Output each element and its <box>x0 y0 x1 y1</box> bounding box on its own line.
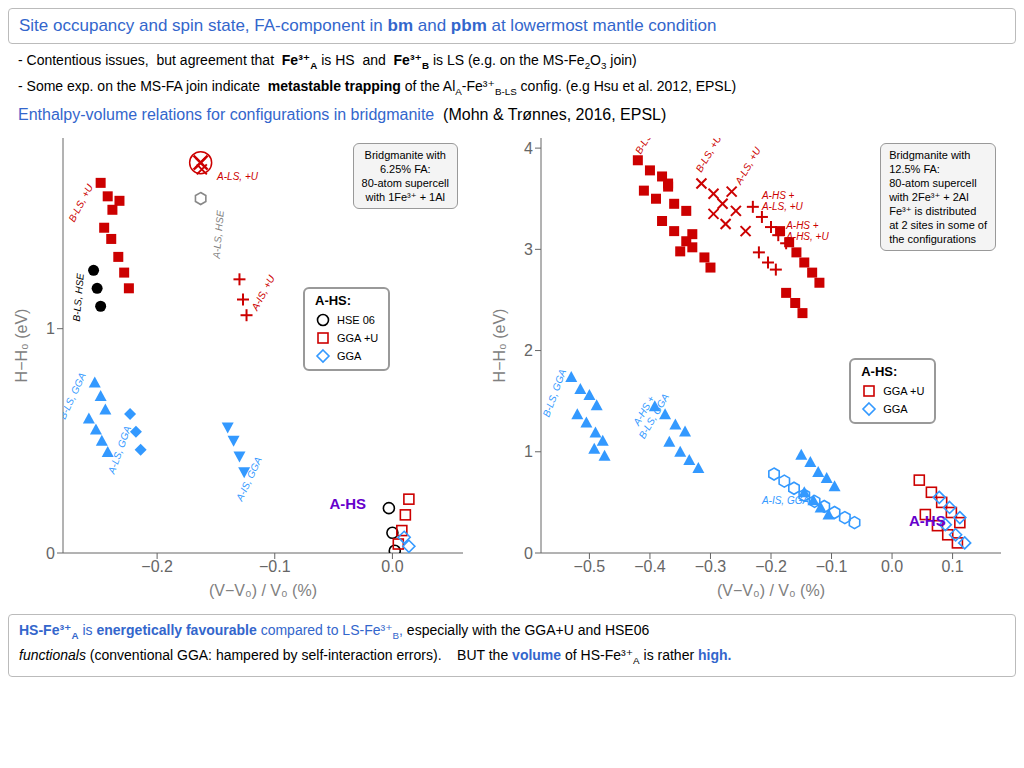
svg-text:B-LS, GGA: B-LS, GGA <box>63 370 88 420</box>
svg-text:B-LS, +U: B-LS, +U <box>694 138 724 174</box>
html-text:A-HS:: A-HS: <box>315 293 352 308</box>
svg-text:−0.2: −0.2 <box>141 558 173 575</box>
html-text:functionals (conventional GGA:: functionals (conventional GGA: hampered … <box>19 647 732 667</box>
svg-text:B-LS, GGA: B-LS, GGA <box>541 367 568 418</box>
svg-text:−0.5: −0.5 <box>574 558 606 575</box>
svg-text:B-LS, HSE: B-LS, HSE <box>71 272 86 321</box>
svg-text:A-IS, +U: A-IS, +U <box>249 272 277 312</box>
svg-text:A-HS +A-LS, +U: A-HS +A-LS, +U <box>761 189 804 212</box>
svg-text:−0.2: −0.2 <box>755 558 787 575</box>
svg-text:A-IS, GGA: A-IS, GGA <box>233 455 263 504</box>
svg-text:A-HS +B-LS, GGA: A-HS +B-LS, GGA <box>626 385 671 440</box>
svg-text:3: 3 <box>524 241 533 258</box>
svg-text:1: 1 <box>46 320 55 337</box>
svg-text:A-HS: A-HS <box>329 494 366 511</box>
html-text:GGA: GGA <box>337 350 362 362</box>
html-text:GGA +U: GGA +U <box>883 384 925 397</box>
html-text:Bridgmanite with 12.5% FA: 80-: Bridgmanite with 12.5% FA: 80-atom super… <box>889 148 987 245</box>
html-text:- Contentious issues, but agre: - Contentious issues, but agreement that… <box>18 52 637 71</box>
svg-text:B-LS, +U: B-LS, +U <box>66 181 95 223</box>
svg-text:(V−V₀) / V₀ (%): (V−V₀) / V₀ (%) <box>717 582 825 599</box>
svg-text:2: 2 <box>524 342 533 359</box>
html-text:Site occupancy and spin state,: Site occupancy and spin state, FA-compon… <box>19 16 717 35</box>
html-text:Enthalpy-volume relations for: Enthalpy-volume relations for configurat… <box>18 105 667 123</box>
svg-text:−0.4: −0.4 <box>634 558 666 575</box>
html-text:HS-Fe³⁺Ais energetically favou: HS-Fe³⁺Ais energetically favourable comp… <box>19 621 650 641</box>
svg-text:A-LS, +U: A-LS, +U <box>216 170 259 181</box>
svg-text:H−H₀ (eV): H−H₀ (eV) <box>491 308 508 382</box>
svg-text:B-LS, +U: B-LS, +U <box>633 138 663 156</box>
svg-text:0.1: 0.1 <box>941 558 963 575</box>
html-text:Bridgmanite with 6.25% FA: 80-: Bridgmanite with 6.25% FA: 80-atom super… <box>361 148 449 203</box>
svg-text:H−H₀ (eV): H−H₀ (eV) <box>13 308 30 382</box>
html-text:HSE 06: HSE 06 <box>337 314 375 326</box>
svg-text:(V−V₀) / V₀ (%): (V−V₀) / V₀ (%) <box>209 582 317 599</box>
svg-text:A-LS, +U: A-LS, +U <box>732 144 763 186</box>
svg-text:A-HS: A-HS <box>909 511 946 528</box>
svg-text:0.0: 0.0 <box>881 558 903 575</box>
svg-text:0: 0 <box>524 544 533 561</box>
html-text:GGA: GGA <box>883 402 908 415</box>
svg-text:−0.3: −0.3 <box>695 558 727 575</box>
svg-text:A-LS, HSE: A-LS, HSE <box>211 209 226 259</box>
svg-text:A-HS +A-HS, +U: A-HS +A-HS, +U <box>785 219 829 242</box>
svg-text:1: 1 <box>524 443 533 460</box>
html-text:GGA +U: GGA +U <box>337 332 379 344</box>
svg-text:A-IS, GGA: A-IS, GGA <box>761 494 810 505</box>
svg-text:A-LS, GGA: A-LS, GGA <box>105 424 133 476</box>
svg-text:0.0: 0.0 <box>381 558 403 575</box>
svg-text:−0.1: −0.1 <box>816 558 848 575</box>
svg-text:0: 0 <box>46 544 55 561</box>
svg-text:−0.1: −0.1 <box>259 558 291 575</box>
html-text:A-HS:: A-HS: <box>861 363 898 379</box>
html-text:- Some exp. on the MS-FA join: - Some exp. on the MS-FA join indicate m… <box>18 77 737 97</box>
svg-text:4: 4 <box>524 139 533 156</box>
